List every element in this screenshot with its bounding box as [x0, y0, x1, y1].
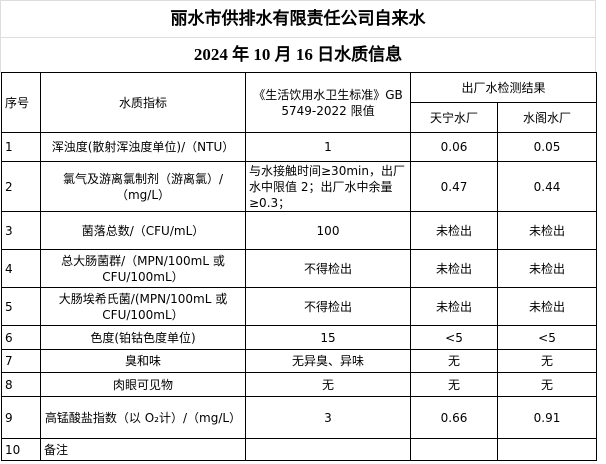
table: 序号 水质指标 《生活饮用水卫生标准》GB 5749-2022 限值 出厂水检测结果天…	[1, 72, 598, 461]
row: 5 大肠埃希氏菌/(MPN/100mL 或 CFU/100mL） 不得检出 未检出 未检…	[1, 287, 598, 326]
cell: 1	[1, 132, 41, 162]
cell: 不得检出	[245, 287, 411, 326]
title: 丽水市供排水有限责任公司自来水	[0, 0, 596, 38]
header-cell: 天宁水厂	[410, 102, 498, 133]
cell	[496, 438, 598, 461]
cell: 色度(铂钴色度单位)	[40, 325, 246, 350]
cell: 无异臭、异味	[245, 349, 411, 373]
cell: 不得检出	[245, 249, 411, 288]
cell: 未检出	[410, 211, 498, 250]
row: 8 肉眼可见物无无无	[1, 372, 598, 397]
row: 3 菌落总数/（CFU/mL） 100 未检出 未检出	[1, 211, 598, 250]
cell: 未检出	[496, 249, 598, 288]
cell: 浑浊度(散射浑浊度单位)/（NTU）	[40, 132, 246, 162]
cell: 无	[410, 372, 498, 397]
cell: 3	[245, 396, 411, 439]
cell: <5	[496, 325, 598, 350]
cell: 1	[245, 132, 411, 162]
cell: 3	[1, 211, 41, 250]
cell: 0.06	[410, 132, 498, 162]
row: 2 氯气及游离氯制剂（游离氯）/（mg/L） 与水接触时间≥30min，出厂水中限值…	[1, 161, 598, 212]
cell: 0.91	[496, 396, 598, 439]
row: 7 臭和味 无异臭、异味无无	[1, 349, 598, 373]
header-cell: 出厂水检测结果	[409, 72, 598, 103]
row: 1 浑浊度(散射浑浊度单位)/（NTU） 1 0.06 0.05	[1, 132, 598, 162]
cell: 6	[1, 325, 41, 350]
cell: 高锰酸盐指数（以 O₂计）/（mg/L）	[40, 396, 246, 439]
cell: 臭和味	[40, 349, 246, 373]
header-cell: 序号	[1, 72, 41, 133]
cell: 10	[1, 438, 41, 461]
cell: 氯气及游离氯制剂（游离氯）/（mg/L）	[40, 161, 246, 212]
cell: 无	[496, 349, 598, 373]
cell: 5	[1, 287, 41, 326]
cell: 与水接触时间≥30min，出厂水中限值 2；出厂水中余量≥0.3；	[245, 161, 411, 212]
cell: 总大肠菌群/（MPN/100mL 或 CFU/100mL）	[40, 249, 246, 288]
header-cell: 《生活饮用水卫生标准》GB 5749-2022 限值	[245, 72, 411, 133]
cell: 100	[245, 211, 411, 250]
row: 4 总大肠菌群/（MPN/100mL 或 CFU/100mL） 不得检出 未检出 未检出	[1, 249, 598, 288]
cell: <5	[410, 325, 498, 350]
cell: 0.44	[496, 161, 598, 212]
cell: 未检出	[496, 287, 598, 326]
row: 序号 水质指标 《生活饮用水卫生标准》GB 5749-2022 限值 出厂水检测结果	[1, 72, 598, 133]
cell: 0.05	[496, 132, 598, 162]
row: 10 备注	[1, 438, 598, 461]
cell: 未检出	[410, 287, 498, 326]
cell: 0.66	[410, 396, 498, 439]
header-cell: 水质指标	[40, 72, 246, 133]
row: 6 色度(铂钴色度单位) 15 <5 <5	[1, 325, 598, 350]
cell: 15	[245, 325, 411, 350]
cell: 未检出	[496, 211, 598, 250]
cell: 2	[1, 161, 41, 212]
cell: 大肠埃希氏菌/(MPN/100mL 或 CFU/100mL）	[40, 287, 246, 326]
row: 9 高锰酸盐指数（以 O₂计）/（mg/L） 3 0.66 0.91	[1, 396, 598, 439]
cell: 未检出	[410, 249, 498, 288]
cell	[410, 438, 498, 461]
subtitle: 2024 年 10 月 16 日水质信息	[0, 37, 596, 73]
cell: 9	[1, 396, 41, 439]
cell: 菌落总数/（CFU/mL）	[40, 211, 246, 250]
cell: 0.47	[410, 161, 498, 212]
header-cell: 水阁水厂	[496, 102, 598, 133]
cell: 备注	[40, 438, 246, 461]
cell: 8	[1, 372, 41, 397]
cell: 肉眼可见物	[40, 372, 246, 397]
cell	[245, 438, 411, 461]
cell: 无	[245, 372, 411, 397]
cell: 7	[1, 349, 41, 373]
row: 天宁水厂 水阁水厂	[2, 102, 598, 133]
cell: 无	[496, 372, 598, 397]
cell: 无	[410, 349, 498, 373]
cell: 4	[1, 249, 41, 288]
